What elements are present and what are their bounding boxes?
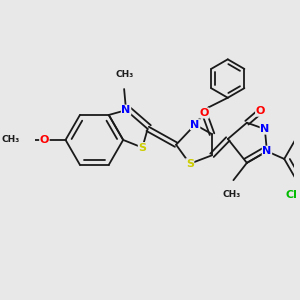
Text: N: N bbox=[122, 105, 131, 115]
Text: CH₃: CH₃ bbox=[115, 70, 133, 80]
Text: Cl: Cl bbox=[285, 190, 297, 200]
Text: CH₃: CH₃ bbox=[1, 135, 20, 144]
Text: S: S bbox=[138, 142, 146, 153]
Text: S: S bbox=[186, 159, 194, 169]
Text: O: O bbox=[200, 108, 209, 118]
Text: O: O bbox=[40, 135, 49, 145]
Text: N: N bbox=[260, 124, 269, 134]
Text: N: N bbox=[262, 146, 272, 156]
Text: O: O bbox=[256, 106, 265, 116]
Text: N: N bbox=[190, 120, 200, 130]
Text: CH₃: CH₃ bbox=[222, 190, 241, 199]
